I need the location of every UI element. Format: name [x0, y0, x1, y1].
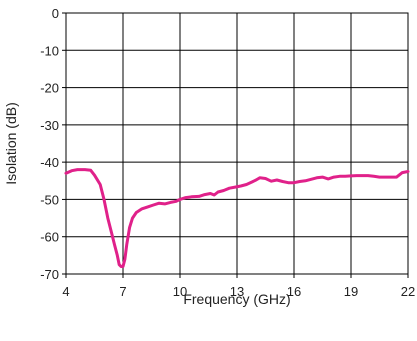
y-tick-label: -50: [40, 192, 59, 207]
y-axis-label: Isolation (dB): [3, 102, 19, 184]
isolation-series-line: [64, 168, 410, 268]
x-axis-label: Frequency (GHz): [183, 291, 290, 307]
y-tick-label: -30: [40, 118, 59, 133]
y-tick-label: -70: [40, 267, 59, 282]
y-tick-label: 0: [52, 6, 59, 21]
y-tick-label: -60: [40, 230, 59, 245]
y-tick-label: -20: [40, 81, 59, 96]
series-layer: [64, 168, 410, 268]
y-tick-label: -10: [40, 43, 59, 58]
x-tick-label: 7: [119, 284, 126, 299]
x-tick-label: 10: [173, 284, 187, 299]
x-tick-label: 19: [344, 284, 358, 299]
x-tick-label: 13: [230, 284, 244, 299]
x-tick-label: 4: [62, 284, 69, 299]
y-tick-label: -40: [40, 155, 59, 170]
x-tick-label: 16: [287, 284, 301, 299]
axis-ticks: 4 7 10 13 16 19 22 0 -10 -20 -30 -40 -50 -60 -70: [40, 6, 415, 299]
grid-lines: [66, 13, 408, 274]
x-tick-label: 22: [401, 284, 415, 299]
